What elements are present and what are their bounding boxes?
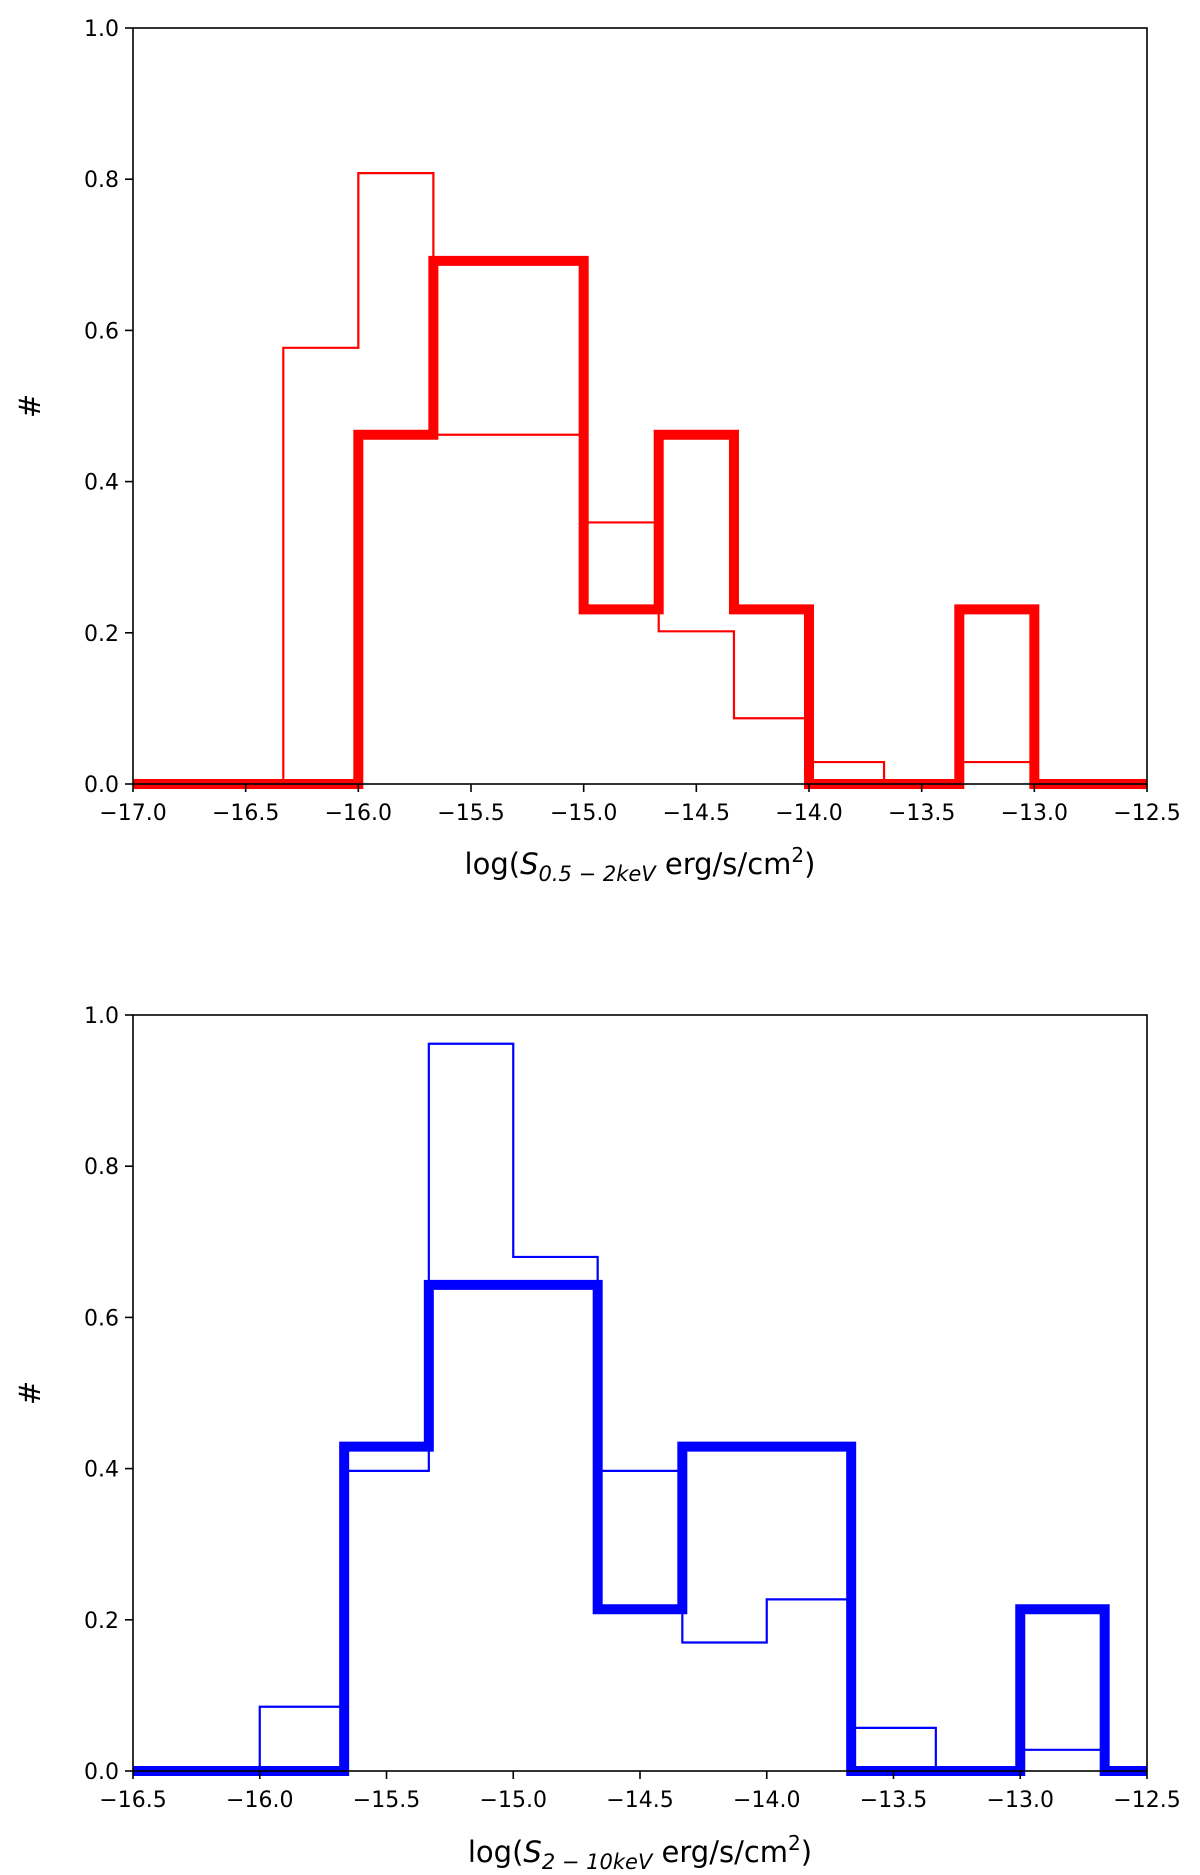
y-axis-label: #: [13, 394, 47, 418]
x-axis-label-suffix: ): [804, 847, 815, 881]
series-thick-step-line: [133, 255, 1147, 789]
y-tick-label: 1.0: [84, 17, 119, 42]
y-tick-label: 0.6: [84, 319, 119, 344]
x-tick-label: −14.5: [606, 1788, 673, 1813]
x-tick-label: −13.5: [888, 801, 955, 826]
y-tick-label: 0.0: [84, 773, 119, 798]
series-thick-step-line: [133, 1279, 1147, 1776]
x-axis-label-prefix: log(: [468, 1835, 524, 1869]
x-tick-label: −17.0: [99, 801, 166, 826]
y-tick-label: 0.2: [84, 622, 119, 647]
x-axis-label-symbol: S: [520, 847, 538, 881]
x-axis-label-superscript: 2: [791, 843, 804, 867]
x-tick-label: −14.0: [733, 1788, 800, 1813]
x-tick-label: −16.0: [325, 801, 392, 826]
x-axis-label-subscript: 0.5 − 2keV: [539, 862, 658, 886]
y-axis-label: #: [13, 1381, 47, 1405]
x-tick-label: −13.0: [1001, 801, 1068, 826]
x-tick-label: −16.5: [99, 1788, 166, 1813]
y-tick-label: 0.4: [84, 471, 119, 496]
y-tick-label: 0.4: [84, 1458, 119, 1483]
x-axis-label-prefix: log(: [465, 847, 521, 881]
x-tick-label: −16.0: [226, 1788, 293, 1813]
x-tick-label: −15.5: [437, 801, 504, 826]
x-axis-label: log(S0.5 − 2keV erg/s/cm2): [465, 843, 816, 886]
x-tick-label: −14.0: [775, 801, 842, 826]
y-tick-label: 0.8: [84, 168, 119, 193]
soft-band-histogram: −17.0 −16.5 −16.0 −15.5 −15.0 −14.5 −14.0 −13.5…: [13, 17, 1181, 886]
x-axis-label-symbol: S: [523, 1835, 541, 1869]
x-axis-label-unit: erg/s/cm: [652, 1835, 788, 1869]
x-axis-label-unit: erg/s/cm: [656, 847, 792, 881]
x-tick-label: −13.0: [987, 1788, 1054, 1813]
x-tick-label: −12.5: [1113, 801, 1180, 826]
x-tick-label: −13.5: [860, 1788, 927, 1813]
x-axis-label-subscript: 2 − 10keV: [542, 1850, 654, 1874]
x-tick-label: −15.0: [480, 1788, 547, 1813]
y-tick-label: 0.6: [84, 1306, 119, 1331]
x-axis-label-suffix: ): [801, 1835, 812, 1869]
x-tick-label: −14.5: [663, 801, 730, 826]
x-tick-label: −12.5: [1113, 1788, 1180, 1813]
x-axis-label: log(S2 − 10keV erg/s/cm2): [468, 1831, 812, 1874]
y-tick-label: 0.0: [84, 1760, 119, 1785]
plot-frame: [132, 27, 1148, 785]
hard-band-histogram: −16.5 −16.0 −15.5 −15.0 −14.5 −14.0 −13.5 −13.0…: [13, 1004, 1181, 1874]
y-tick-label: 0.8: [84, 1155, 119, 1180]
x-tick-label: −15.0: [550, 801, 617, 826]
x-axis-label-superscript: 2: [788, 1831, 801, 1855]
x-tick-label: −15.5: [353, 1788, 420, 1813]
y-tick-label: 1.0: [84, 1004, 119, 1029]
x-tick-label: −16.5: [212, 801, 279, 826]
y-tick-label: 0.2: [84, 1609, 119, 1634]
